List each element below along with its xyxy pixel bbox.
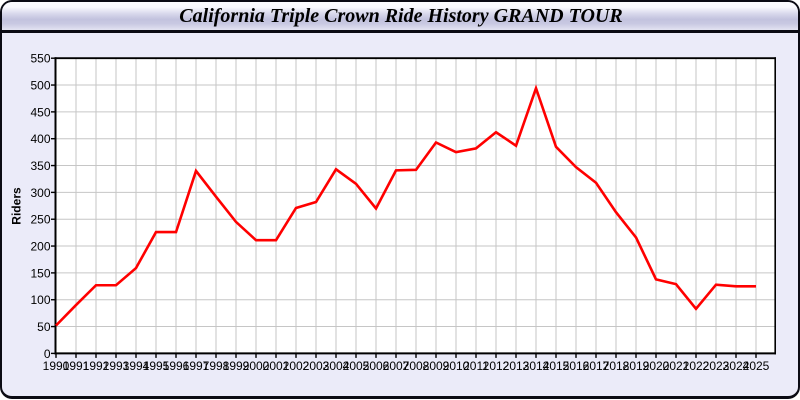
svg-text:0: 0 xyxy=(44,347,51,361)
svg-text:300: 300 xyxy=(30,186,50,200)
svg-text:250: 250 xyxy=(30,213,50,227)
svg-text:200: 200 xyxy=(30,240,50,254)
svg-text:1996: 1996 xyxy=(163,359,190,373)
svg-text:1990: 1990 xyxy=(43,359,70,373)
svg-text:2012: 2012 xyxy=(483,359,510,373)
svg-text:2017: 2017 xyxy=(583,359,610,373)
svg-text:2023: 2023 xyxy=(703,359,730,373)
svg-text:2024: 2024 xyxy=(723,359,750,373)
svg-text:400: 400 xyxy=(30,132,50,146)
svg-text:2021: 2021 xyxy=(663,359,690,373)
svg-text:1993: 1993 xyxy=(103,359,130,373)
svg-text:2022: 2022 xyxy=(683,359,710,373)
svg-text:2010: 2010 xyxy=(443,359,470,373)
svg-text:2025: 2025 xyxy=(743,359,770,373)
svg-text:1999: 1999 xyxy=(223,359,250,373)
svg-text:500: 500 xyxy=(30,79,50,93)
svg-text:2019: 2019 xyxy=(623,359,650,373)
svg-text:1994: 1994 xyxy=(123,359,150,373)
svg-text:2013: 2013 xyxy=(503,359,530,373)
svg-text:1998: 1998 xyxy=(203,359,230,373)
svg-text:1992: 1992 xyxy=(83,359,110,373)
svg-text:2009: 2009 xyxy=(423,359,450,373)
svg-text:150: 150 xyxy=(30,266,50,280)
svg-text:2016: 2016 xyxy=(563,359,590,373)
svg-text:350: 350 xyxy=(30,159,50,173)
svg-text:2008: 2008 xyxy=(403,359,430,373)
svg-text:2000: 2000 xyxy=(243,359,270,373)
svg-text:2003: 2003 xyxy=(303,359,330,373)
svg-text:50: 50 xyxy=(37,320,51,334)
svg-text:2006: 2006 xyxy=(363,359,390,373)
svg-text:2002: 2002 xyxy=(283,359,310,373)
svg-text:2018: 2018 xyxy=(603,359,630,373)
svg-text:100: 100 xyxy=(30,293,50,307)
svg-text:2015: 2015 xyxy=(543,359,570,373)
svg-text:1991: 1991 xyxy=(63,359,90,373)
svg-text:2011: 2011 xyxy=(463,359,489,373)
svg-text:1997: 1997 xyxy=(183,359,210,373)
svg-text:450: 450 xyxy=(30,105,50,119)
svg-text:2005: 2005 xyxy=(343,359,370,373)
svg-text:550: 550 xyxy=(30,52,50,66)
svg-text:Riders: Riders xyxy=(10,187,24,225)
svg-text:2001: 2001 xyxy=(263,359,290,373)
svg-text:2004: 2004 xyxy=(323,359,350,373)
svg-text:2007: 2007 xyxy=(383,359,410,373)
svg-text:2014: 2014 xyxy=(523,359,550,373)
svg-text:2020: 2020 xyxy=(643,359,670,373)
svg-text:1995: 1995 xyxy=(143,359,170,373)
